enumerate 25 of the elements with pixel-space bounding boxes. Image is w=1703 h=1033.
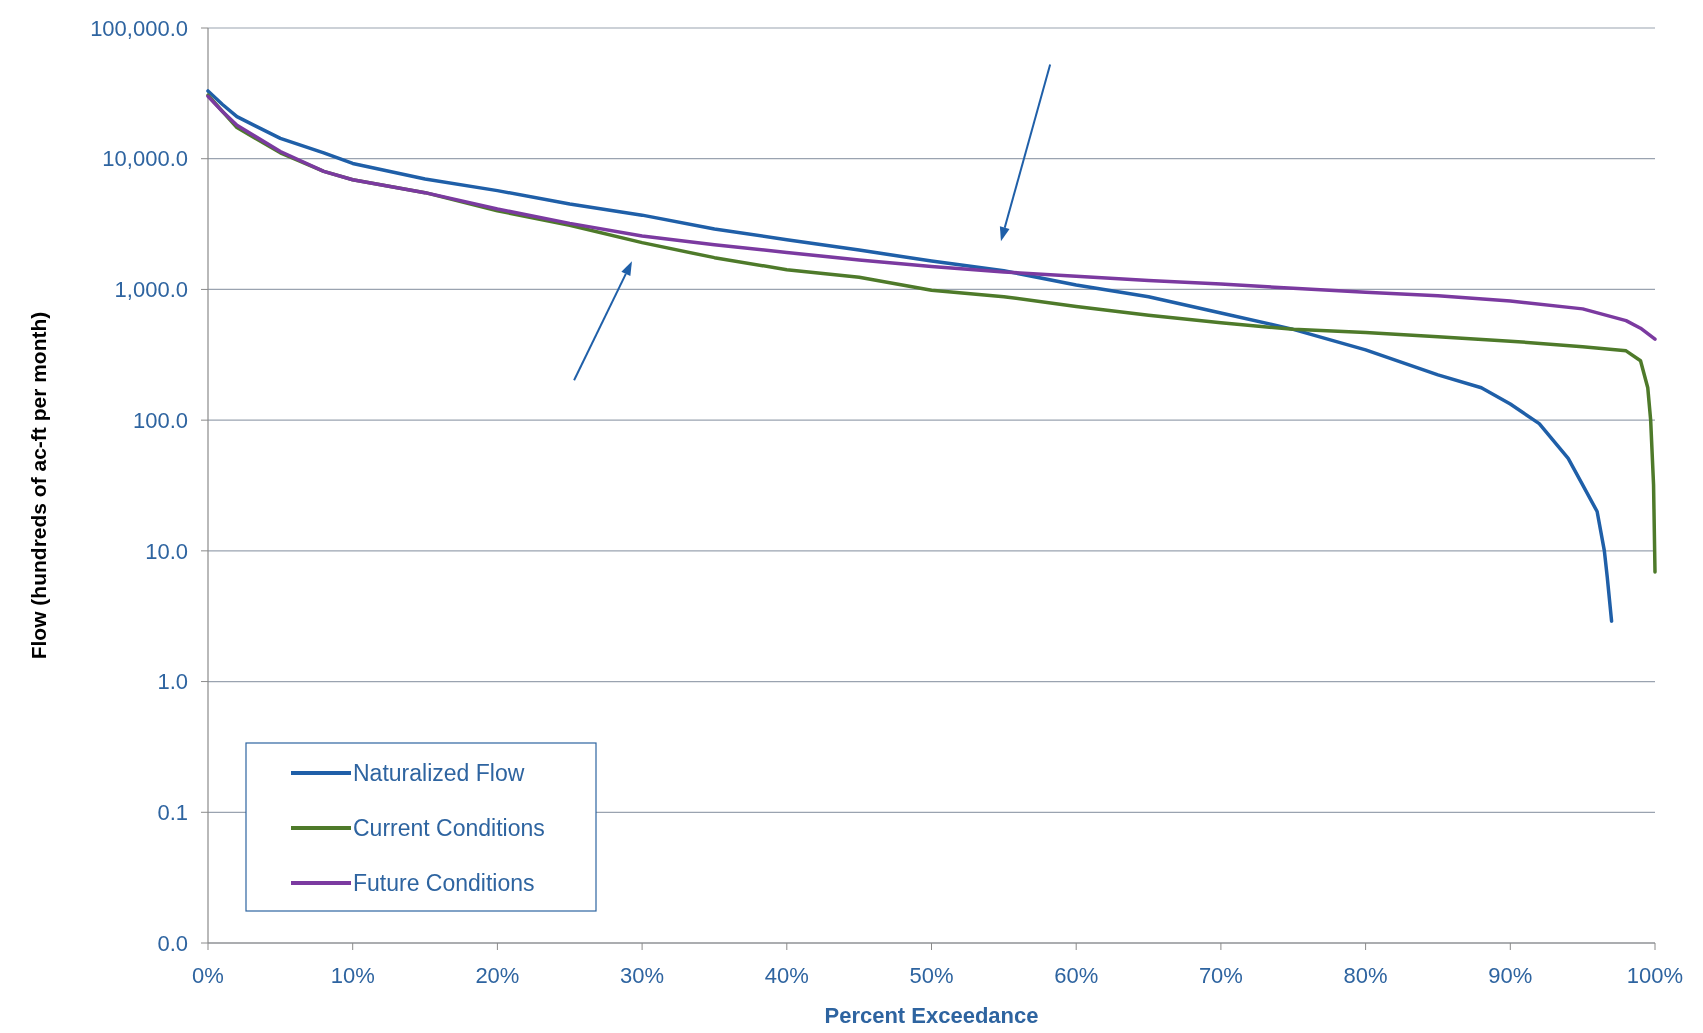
y-tick-label: 1,000.0: [114, 277, 188, 303]
x-tick-label: 10%: [330, 963, 375, 988]
legend-label: Naturalized Flow: [353, 760, 525, 787]
x-tick-label: 50%: [909, 963, 954, 988]
y-tick-label: 10.0: [145, 538, 188, 564]
x-tick-label: 90%: [1488, 963, 1533, 988]
x-tick-label: 40%: [764, 963, 809, 988]
x-tick-label: 70%: [1198, 963, 1243, 988]
x-tick-label: 60%: [1054, 963, 1099, 988]
x-tick-label: 20%: [475, 963, 520, 988]
y-tick-label: 0.1: [157, 799, 188, 825]
y-axis-title: Flow (hundreds of ac-ft per month): [27, 311, 50, 660]
y-tick-label: 10,000.0: [102, 146, 188, 172]
y-tick-label: 100,000.0: [90, 15, 188, 41]
x-tick-label: 0%: [192, 963, 224, 988]
legend-label: Future Conditions: [353, 870, 535, 897]
x-tick-label: 30%: [620, 963, 665, 988]
y-tick-label: 1.0: [157, 669, 188, 695]
legend-label: Current Conditions: [353, 815, 545, 842]
x-tick-label: 100%: [1626, 963, 1684, 988]
x-axis-title: Percent Exceedance: [824, 1003, 1039, 1028]
y-tick-label: 100.0: [132, 407, 188, 433]
line-series: [206, 94, 1657, 341]
y-tick-label: 0.0: [157, 930, 188, 956]
x-tick-label: 80%: [1343, 963, 1388, 988]
